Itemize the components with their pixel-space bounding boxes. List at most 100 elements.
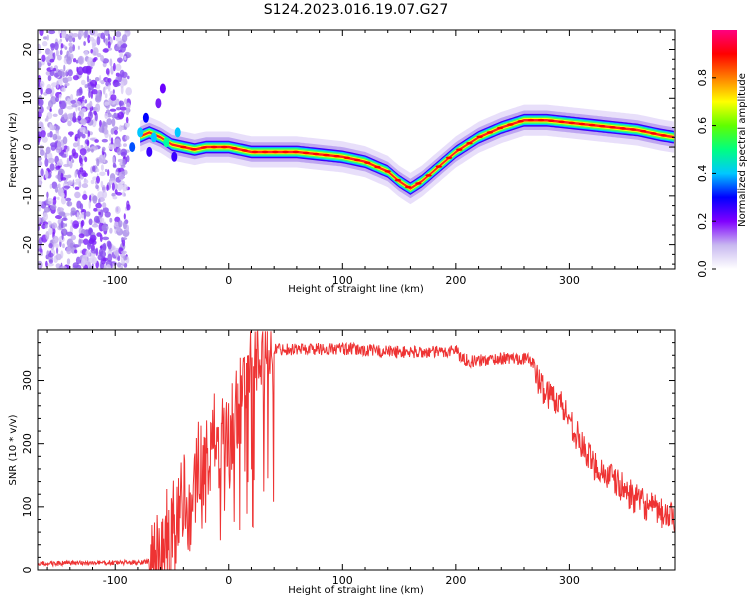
ridge-core-dash xyxy=(456,148,463,151)
ridge-core-dash xyxy=(272,150,279,154)
noise-blob xyxy=(61,232,64,240)
noise-blob xyxy=(90,179,95,185)
noise-blob xyxy=(113,35,116,41)
noise-blob xyxy=(77,106,81,111)
noise-blob xyxy=(70,94,74,101)
colorbar-label: Normalized spectral amplitude xyxy=(737,73,748,227)
spectrogram-frame xyxy=(37,29,676,270)
noise-blob xyxy=(62,136,68,145)
ridge-core-dash xyxy=(415,182,422,185)
x-tick-label: -100 xyxy=(103,574,128,587)
noise-blob xyxy=(99,93,102,99)
noise-blob xyxy=(60,220,64,229)
noise-blob xyxy=(113,62,116,72)
noise-blob xyxy=(90,248,98,254)
noise-blob xyxy=(78,154,82,164)
snr-x-label: Height of straight line (km) xyxy=(288,585,424,596)
noise-blob xyxy=(90,79,97,87)
ridge-blob xyxy=(146,146,153,157)
noise-blob xyxy=(72,58,77,63)
noise-blob xyxy=(39,30,44,36)
noise-blob xyxy=(42,212,49,221)
x-tick: 0 xyxy=(225,30,232,287)
ridge-core-dash xyxy=(640,129,647,133)
noise-blob xyxy=(127,75,130,80)
y-tick: 0 xyxy=(21,144,675,151)
noise-blob xyxy=(48,227,53,235)
noise-blob xyxy=(45,88,52,95)
noise-blob xyxy=(95,219,101,223)
noise-blob xyxy=(74,181,80,185)
noise-blob xyxy=(62,243,65,249)
noise-blob xyxy=(107,41,111,49)
noise-blob xyxy=(83,238,89,245)
noise-blob xyxy=(75,100,82,107)
x-tick: 100 xyxy=(332,30,353,287)
noise-blob xyxy=(79,203,84,211)
noise-blob xyxy=(99,245,103,249)
noise-blob xyxy=(99,120,102,128)
noise-blob xyxy=(72,37,76,43)
y-tick-label: -20 xyxy=(21,236,34,254)
noise-blob xyxy=(118,111,124,120)
noise-blob xyxy=(104,93,108,99)
noise-blob xyxy=(68,35,73,43)
noise-blob xyxy=(87,130,91,137)
snr-y-label: SNR (10 * v/v) xyxy=(8,414,19,485)
y-tick-label: 0 xyxy=(21,144,34,151)
noise-blob xyxy=(119,126,124,131)
noise-blob xyxy=(80,118,87,126)
noise-blob xyxy=(105,68,110,75)
ridge-core-dash xyxy=(292,150,299,154)
noise-blob xyxy=(104,211,111,218)
noise-blob xyxy=(67,120,72,127)
noise-blob xyxy=(78,238,82,247)
noise-blob xyxy=(49,123,52,131)
noise-blob xyxy=(102,86,106,95)
noise-blob xyxy=(105,264,111,269)
noise-blob xyxy=(88,218,93,226)
noise-blob xyxy=(61,144,65,151)
noise-blob xyxy=(70,219,73,225)
noise-blob xyxy=(63,185,71,189)
ridge-core-dash xyxy=(302,151,310,155)
noise-blob xyxy=(107,84,111,92)
noise-blob xyxy=(119,69,125,78)
ridge-core-dash xyxy=(384,170,391,173)
noise-blob xyxy=(82,194,88,200)
noise-blob xyxy=(54,186,59,193)
ridge-blob xyxy=(142,112,149,123)
ridge-blob xyxy=(137,127,144,138)
noise-blob xyxy=(49,58,55,63)
y-tick-label: 0 xyxy=(21,567,34,574)
noise-blob xyxy=(81,144,84,148)
noise-blob xyxy=(78,30,84,37)
noise-blob xyxy=(78,233,85,239)
noise-blob xyxy=(71,159,75,164)
colorbar-tick-label: 0.4 xyxy=(696,165,709,183)
colorbar-tick: 0.0 xyxy=(696,260,716,278)
noise-blob xyxy=(83,211,86,220)
noise-blob xyxy=(41,54,46,62)
noise-blob xyxy=(91,223,99,228)
x-tick-label: 200 xyxy=(445,274,466,287)
x-tick-label: 100 xyxy=(332,274,353,287)
noise-blob xyxy=(67,76,73,82)
noise-blob xyxy=(74,186,80,190)
noise-blob xyxy=(85,249,91,258)
noise-blob xyxy=(38,200,43,206)
noise-blob xyxy=(110,65,114,75)
snr-x-ticks: -100 0 100 200 300 xyxy=(46,330,661,587)
noise-blob xyxy=(103,35,106,43)
noise-blob xyxy=(106,184,109,191)
noise-blob xyxy=(119,52,123,58)
noise-blob xyxy=(125,102,131,110)
noise-blob xyxy=(51,222,58,229)
x-tick: 200 xyxy=(445,330,466,587)
noise-blob xyxy=(98,198,101,205)
noise-blob xyxy=(115,98,120,106)
noise-blob xyxy=(117,262,122,268)
noise-blob xyxy=(101,146,106,152)
noise-blob xyxy=(76,92,79,97)
